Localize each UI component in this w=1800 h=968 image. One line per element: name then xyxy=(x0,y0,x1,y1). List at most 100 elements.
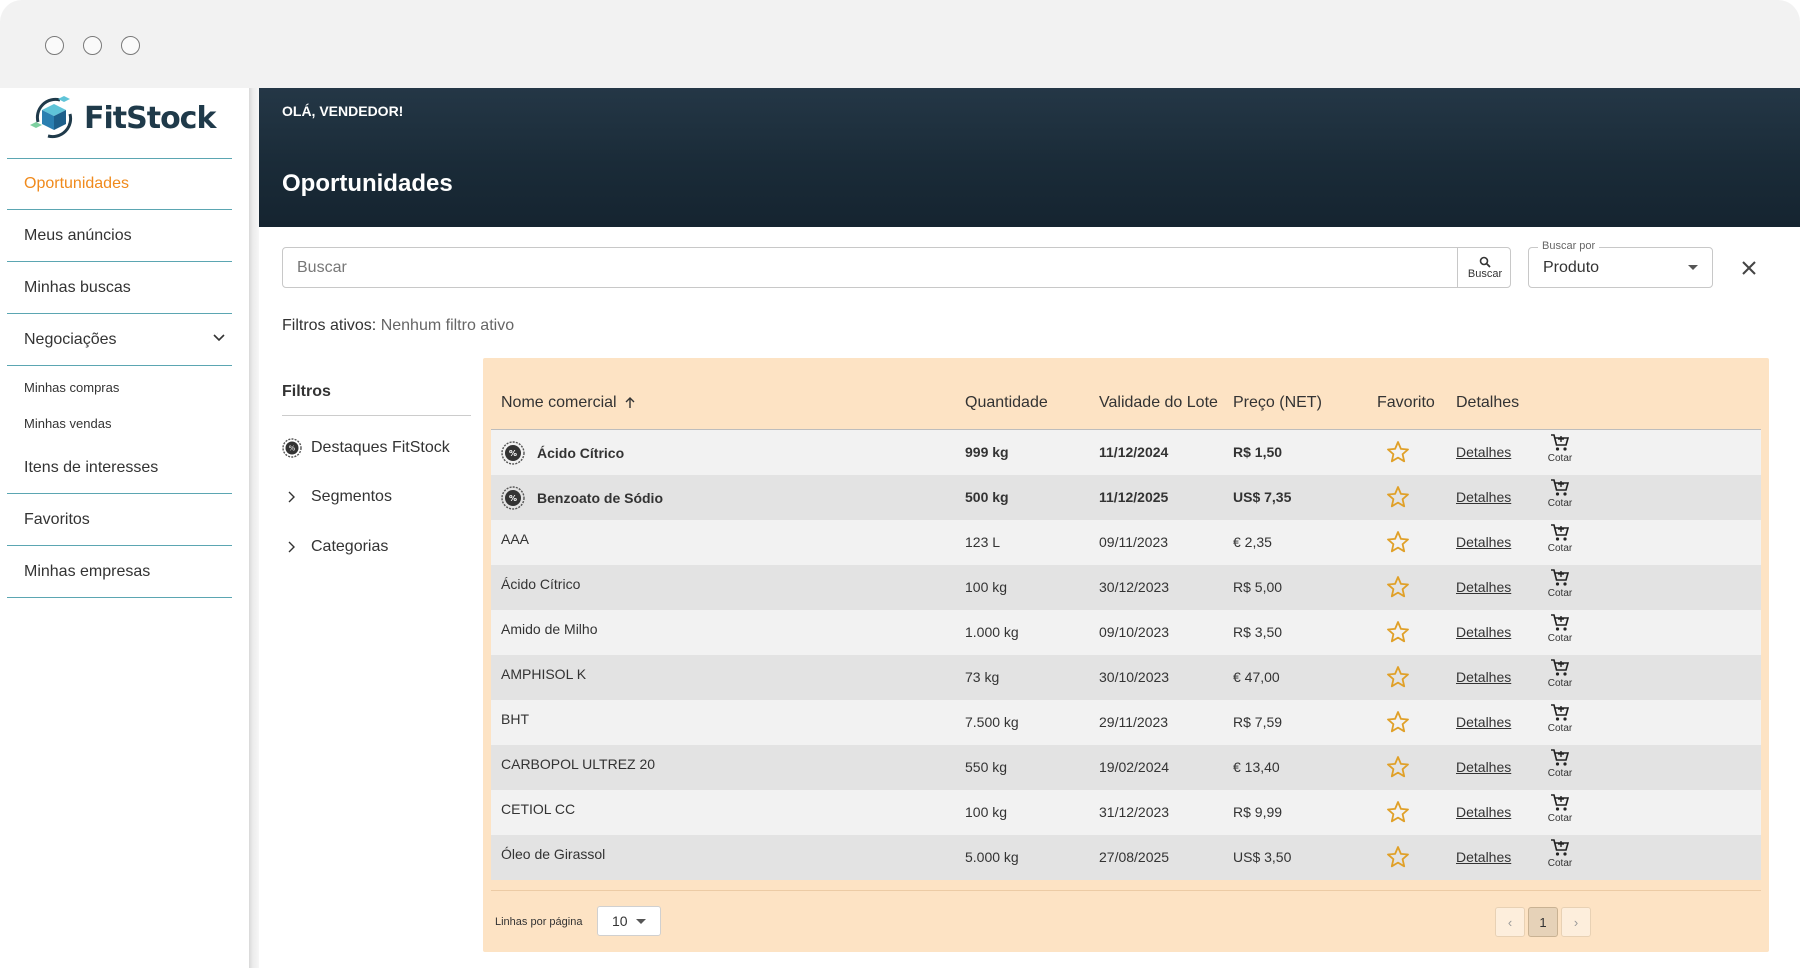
quantity-cell: 550 kg xyxy=(965,759,1008,775)
sidebar-subitem-minhas-vendas[interactable]: Minhas vendas xyxy=(7,404,232,442)
sidebar-item-label: Minhas vendas xyxy=(24,415,112,431)
filter-categorias[interactable]: Categorias xyxy=(282,538,388,556)
price-cell: € 2,35 xyxy=(1233,534,1272,550)
details-link[interactable]: Detalhes xyxy=(1456,624,1512,640)
sidebar-item-meus-anuncios[interactable]: Meus anúncios xyxy=(7,210,232,262)
window-minimize-dot[interactable] xyxy=(83,36,102,55)
quote-button[interactable]: Cotar xyxy=(1543,568,1577,599)
favorite-toggle[interactable] xyxy=(1386,710,1410,737)
table-row: CARBOPOL ULTREZ 20 550 kg 19/02/2024 € 13,4… xyxy=(491,745,1761,790)
prev-page-button[interactable]: ‹ xyxy=(1495,907,1525,937)
sidebar-item-negociacoes[interactable]: Negociações xyxy=(7,314,232,366)
column-header-validade[interactable]: Validade do Lote xyxy=(1099,394,1218,412)
next-page-button[interactable]: › xyxy=(1561,907,1591,937)
sidebar-subitem-minhas-compras[interactable]: Minhas compras xyxy=(7,366,232,404)
star-icon xyxy=(1387,441,1409,463)
sidebar-item-label: Minhas buscas xyxy=(24,278,131,296)
details-link[interactable]: Detalhes xyxy=(1456,444,1512,460)
page-number: 1 xyxy=(1539,914,1547,930)
favorite-toggle[interactable] xyxy=(1386,620,1410,647)
column-header-label: Quantidade xyxy=(965,394,1048,411)
details-link[interactable]: Detalhes xyxy=(1456,489,1512,505)
sidebar-item-oportunidades[interactable]: Oportunidades xyxy=(7,158,232,210)
quote-button[interactable]: Cotar xyxy=(1543,523,1577,554)
details-link[interactable]: Detalhes xyxy=(1456,759,1512,775)
favorite-toggle[interactable] xyxy=(1386,845,1410,872)
sort-arrow-up-icon xyxy=(625,397,635,408)
cart-icon xyxy=(1551,839,1570,856)
favorite-toggle[interactable] xyxy=(1386,665,1410,692)
quote-button[interactable]: Cotar xyxy=(1543,478,1577,509)
favorite-toggle[interactable] xyxy=(1386,485,1410,512)
search-button[interactable]: Buscar xyxy=(1457,248,1512,287)
favorite-toggle[interactable] xyxy=(1386,800,1410,827)
details-link[interactable]: Detalhes xyxy=(1456,534,1512,550)
quantity-cell: 100 kg xyxy=(965,579,1008,595)
quote-button[interactable]: Cotar xyxy=(1543,793,1577,824)
product-name-cell: CARBOPOL ULTREZ 20 xyxy=(501,756,655,772)
star-icon xyxy=(1387,666,1409,688)
sidebar-item-minhas-empresas[interactable]: Minhas empresas xyxy=(7,546,232,598)
sidebar-item-label: Minhas compras xyxy=(24,379,120,395)
search-bar: Buscar xyxy=(282,247,1511,288)
sidebar-shadow xyxy=(249,88,259,968)
price-cell: R$ 5,00 xyxy=(1233,579,1283,595)
chevron-right-icon: › xyxy=(1573,914,1579,930)
quote-button[interactable]: Cotar xyxy=(1543,838,1577,869)
quote-button[interactable]: Cotar xyxy=(1543,703,1577,734)
logo-text: FitStock xyxy=(84,100,216,136)
favorite-toggle[interactable] xyxy=(1386,440,1410,467)
logo[interactable]: FitStock xyxy=(30,90,216,146)
filter-segmentos[interactable]: Segmentos xyxy=(282,488,392,506)
details-link[interactable]: Detalhes xyxy=(1456,579,1512,595)
column-header-quantidade[interactable]: Quantidade xyxy=(965,394,1048,412)
greeting: OLÁ, VENDEDOR! xyxy=(282,103,404,119)
svg-text:%: % xyxy=(509,494,517,503)
filter-label: Segmentos xyxy=(311,488,392,505)
price-cell: R$ 1,50 xyxy=(1233,444,1283,460)
quantity-cell: 500 kg xyxy=(965,489,1009,505)
window-maximize-dot[interactable] xyxy=(121,36,140,55)
quote-button[interactable]: Cotar xyxy=(1543,658,1577,689)
product-name-cell: Óleo de Girassol xyxy=(501,846,605,862)
close-icon[interactable] xyxy=(1738,257,1760,279)
chevron-right-icon xyxy=(288,491,295,503)
filters-title: Filtros xyxy=(282,383,331,400)
table-row: AMPHISOL K 73 kg 30/10/2023 € 47,00 Detalhes… xyxy=(491,655,1761,700)
validity-cell: 31/12/2023 xyxy=(1099,804,1170,820)
table-row: % Benzoato de Sódio 500 kg 11/12/2025 US$ 7,… xyxy=(491,475,1761,520)
cart-icon xyxy=(1551,479,1570,496)
details-link[interactable]: Detalhes xyxy=(1456,669,1512,685)
search-button-label: Buscar xyxy=(1467,267,1503,280)
details-link[interactable]: Detalhes xyxy=(1456,849,1512,865)
product-name: CETIOL CC xyxy=(501,801,576,817)
product-name-cell: Amido de Milho xyxy=(501,621,598,637)
details-link[interactable]: Detalhes xyxy=(1456,714,1512,730)
rows-per-page-label: Linhas por página xyxy=(495,916,583,928)
product-name-cell: BHT xyxy=(501,711,529,727)
favorite-toggle[interactable] xyxy=(1386,755,1410,782)
column-header-label: Validade do Lote xyxy=(1099,394,1218,411)
rows-per-page-select[interactable]: 10 xyxy=(597,906,661,936)
favorite-toggle[interactable] xyxy=(1386,575,1410,602)
quote-button[interactable]: Cotar xyxy=(1543,748,1577,779)
window-close-dot[interactable] xyxy=(45,36,64,55)
details-link[interactable]: Detalhes xyxy=(1456,804,1512,820)
sidebar-item-itens-de-interesses[interactable]: Itens de interesses xyxy=(7,442,232,494)
product-name: Ácido Cítrico xyxy=(537,445,625,461)
quote-button[interactable]: Cotar xyxy=(1543,433,1577,464)
search-input[interactable] xyxy=(283,248,1457,287)
search-by-select[interactable]: Buscar por Produto xyxy=(1528,240,1713,288)
product-name-cell: % Ácido Cítrico xyxy=(501,441,624,465)
sidebar-item-favoritos[interactable]: Favoritos xyxy=(7,494,232,546)
validity-cell: 11/12/2025 xyxy=(1099,489,1169,505)
column-header-nome[interactable]: Nome comercial xyxy=(501,394,637,412)
quote-label: Cotar xyxy=(1547,453,1573,464)
favorite-toggle[interactable] xyxy=(1386,530,1410,557)
quote-button[interactable]: Cotar xyxy=(1543,613,1577,644)
cart-icon xyxy=(1551,524,1570,541)
sidebar-item-minhas-buscas[interactable]: Minhas buscas xyxy=(7,262,232,314)
column-header-preco[interactable]: Preço (NET) xyxy=(1233,394,1322,412)
page-button-current[interactable]: 1 xyxy=(1528,907,1558,937)
filter-destaques[interactable]: % Destaques FitStock xyxy=(282,438,450,458)
